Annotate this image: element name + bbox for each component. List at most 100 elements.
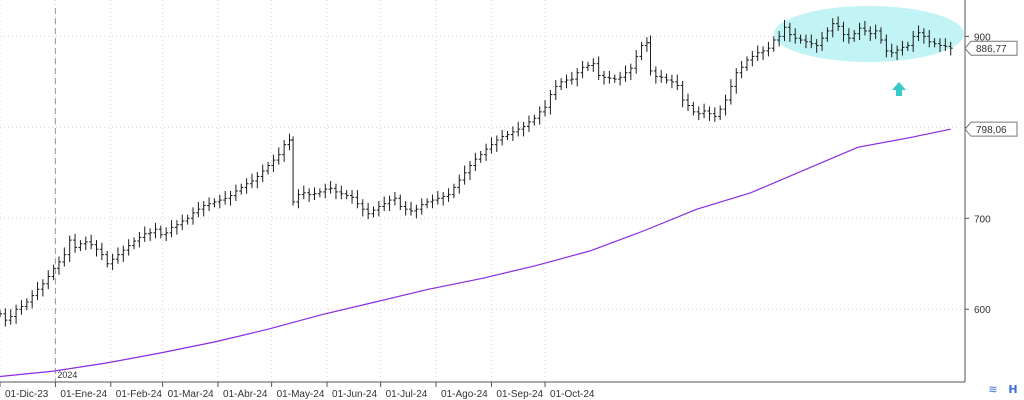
price-bar [712,107,717,122]
price-bar [371,206,376,218]
wave-tool-icon[interactable]: ≋ [988,383,998,396]
price-bar [771,36,776,52]
price-bar [99,242,104,261]
price-bar [392,191,397,206]
price-bar [648,35,653,76]
price-bar [696,106,701,121]
price-bar [755,45,760,61]
price-bar [3,308,8,327]
price-bar [948,41,953,56]
price-bar [328,180,333,194]
price-bar [564,74,569,89]
price-bar [653,66,658,84]
price-bar [467,160,472,181]
price-bar [62,247,67,267]
price-bar [879,27,884,44]
price-bar [537,106,542,125]
price-bar [350,190,355,204]
year-marker-label: 2024 [57,370,77,380]
price-bar [403,201,408,216]
moving-average-label-box [964,121,1018,137]
price-bar [376,201,381,217]
price-bar [212,198,217,208]
price-bar [435,191,440,205]
price-bar [317,188,322,198]
price-bar [137,231,142,248]
price-bar [728,79,733,105]
price-bar [207,197,212,212]
x-tick-label: 01-Mar-24 [168,389,215,400]
price-bar [287,133,292,151]
price-bar [191,207,195,225]
price-bar [510,126,515,141]
price-bar [301,185,306,200]
price-bar [457,174,462,194]
price-bar [430,194,435,209]
last-price-label: 886,77 [964,40,1018,56]
price-bar [814,39,819,53]
price-bar [46,270,51,290]
price-bar [830,18,835,38]
price-bar [0,310,2,318]
price-bar [419,198,424,215]
x-tick-label: 01-Abr-24 [223,389,268,400]
price-bar [8,309,13,325]
price-bar [276,147,281,165]
price-bar [233,184,238,202]
price-bar [446,188,451,202]
price-bar [852,30,857,42]
price-bar [798,34,803,44]
price-bar [355,190,360,209]
price-bar [793,28,798,44]
price-bar [126,239,131,256]
history-icon[interactable]: H [1008,383,1018,396]
price-bar [291,136,296,206]
price-bar [809,34,814,49]
price-bar [526,115,531,132]
price-bar [734,68,739,94]
price-bar [836,16,841,31]
price-bar [905,41,910,51]
price-bar [521,121,526,137]
price-bar [312,187,317,201]
price-bar [846,28,851,44]
price-bar [543,100,548,117]
price-bar [707,106,712,121]
x-tick-label: 01-Ago-24 [441,389,488,400]
price-bar [24,298,29,311]
price-bar [121,245,126,262]
price-bar [180,214,185,231]
price-bar [185,214,190,225]
price-bar [628,63,633,81]
price-bar [425,198,430,209]
price-bar [451,183,456,199]
price-bar [607,70,612,84]
price-bar [201,201,206,217]
x-tick-label: 01-Jul-24 [386,389,428,400]
price-bar [239,183,244,195]
x-tick-label: 01-Ene-24 [60,389,107,400]
price-bar [623,65,628,82]
price-bar [174,220,179,235]
price-bar [937,38,942,52]
price-bar [723,94,728,116]
last-price-label-box [964,40,1018,56]
price-bar [414,204,419,219]
price-bar [691,101,696,116]
price-bar [323,183,328,199]
price-bar [409,201,414,216]
price-bar [911,30,916,52]
price-bar [489,137,494,154]
price-bar [680,80,685,108]
price-bar [664,73,669,84]
price-bar [686,93,691,111]
price-bar [841,21,846,42]
price-bar [782,20,787,41]
price-bar [766,41,771,57]
price-bar [553,80,558,101]
price-bar [675,74,680,91]
price-bar [142,226,147,242]
moving-average-label-text: 798,06 [976,125,1007,136]
y-tick-label: 600 [974,305,991,316]
